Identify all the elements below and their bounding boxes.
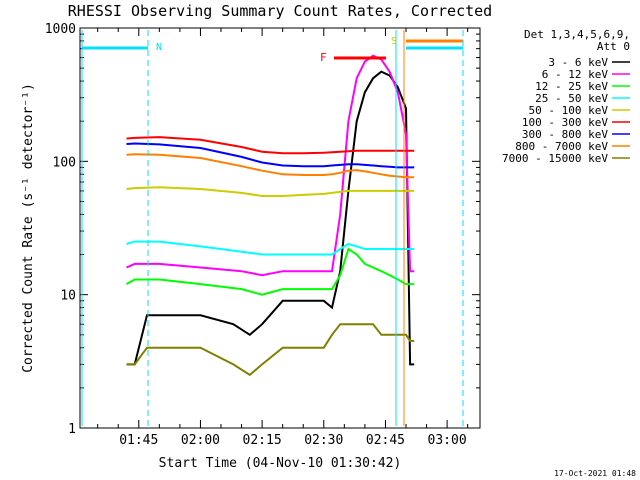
legend-label: 800 - 7000 keV — [515, 140, 608, 153]
series-line-3 — [126, 247, 415, 296]
legend-label: 12 - 25 keV — [535, 80, 608, 93]
y-tick-label: 100 — [53, 155, 76, 170]
legend-label: 25 - 50 keV — [535, 92, 608, 105]
x-tick-label: 01:45 — [119, 433, 158, 448]
flare-flag-label: F — [320, 51, 327, 64]
y-tick-label: 1000 — [45, 22, 76, 37]
plot-axes: 01:45 02:00 02:15 02:30 02:45 03:00 1 10 100 1000 — [45, 22, 481, 448]
legend-label: 100 - 300 keV — [522, 116, 608, 129]
x-tick-label: 03:00 — [428, 433, 467, 448]
series-line-1 — [126, 70, 415, 366]
series-line-6 — [126, 136, 415, 155]
y-tick-label: 1 — [68, 422, 76, 437]
x-axis-label: Start Time (04-Nov-10 01:30:42) — [159, 456, 402, 471]
legend-label: 3 - 6 keV — [548, 56, 608, 69]
series-line-5 — [126, 186, 415, 197]
series-line-8 — [126, 153, 415, 179]
legend-header-line: Att 0 — [597, 40, 630, 53]
x-tick-label: 02:15 — [243, 433, 282, 448]
legend-label: 50 - 100 keV — [529, 104, 609, 117]
series-line-9 — [126, 323, 415, 377]
series-line-4 — [126, 240, 415, 256]
footer-date: 17-Oct-2021 01:48 — [554, 469, 636, 478]
series-line-2 — [126, 54, 415, 277]
x-tick-label: 02:00 — [181, 433, 220, 448]
y-axis-label: Corrected Count Rate (s⁻¹ detector⁻¹) — [21, 83, 36, 373]
legend-label: 7000 - 15000 keV — [502, 152, 608, 165]
legend-label: 300 - 800 keV — [522, 128, 608, 141]
flags-layer: N S F — [81, 30, 464, 426]
legend-label: 6 - 12 keV — [542, 68, 609, 81]
night-flag-label: N — [156, 42, 162, 53]
chart-title: RHESSI Observing Summary Count Rates, Co… — [68, 2, 492, 20]
x-tick-label: 02:30 — [304, 433, 343, 448]
series-line-7 — [126, 142, 415, 169]
legend-header-line: Det 1,3,4,5,6,9, — [524, 28, 630, 41]
x-tick-label: 02:45 — [366, 433, 405, 448]
plot-frame — [79, 27, 481, 429]
y-tick-label: 10 — [60, 289, 76, 304]
saa-flag-label: S — [391, 36, 397, 47]
series-layer — [126, 54, 415, 377]
